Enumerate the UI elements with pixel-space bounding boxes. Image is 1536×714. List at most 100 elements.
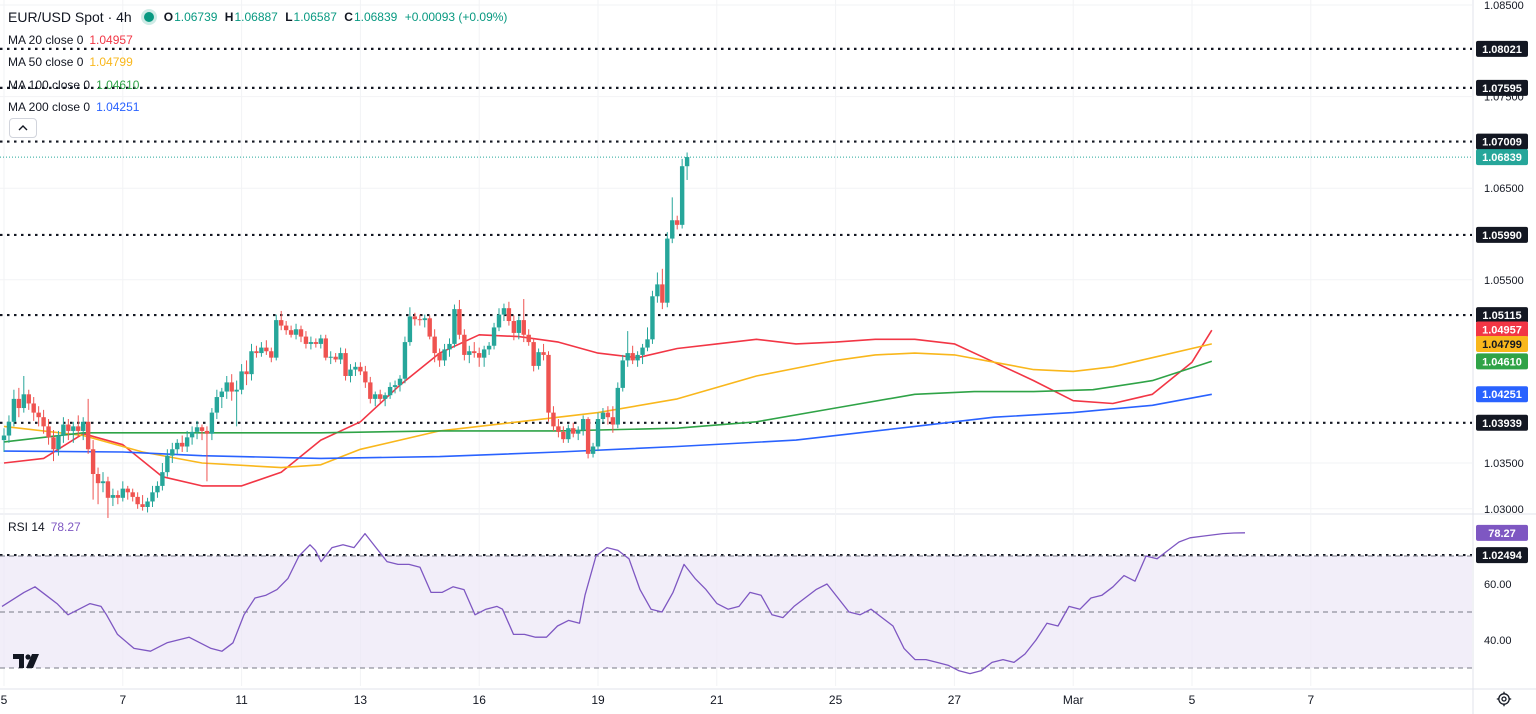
candle [100, 472, 106, 493]
level-axis-label: 1.05115 [1476, 307, 1528, 324]
axis-label-text: 1.02494 [1482, 550, 1523, 562]
symbol-title[interactable]: EUR/USD Spot · 4h [8, 9, 132, 26]
indicator-ma50[interactable]: MA 50 close 0 1.04799 [8, 51, 511, 74]
candle [610, 406, 616, 433]
candle [170, 442, 175, 463]
axis-label-box [1476, 524, 1528, 541]
candle [427, 315, 432, 340]
time-tick-label: 11 [235, 693, 248, 707]
collapse-legend-button[interactable] [9, 118, 37, 138]
candle [472, 342, 477, 358]
candle [115, 490, 121, 505]
candle [373, 391, 378, 407]
candle [382, 392, 388, 407]
candle [125, 485, 130, 500]
axis-label-box [1476, 149, 1528, 166]
candle-body [620, 360, 625, 388]
candle-body [160, 472, 165, 486]
last-price-axis-label: 1.06839 [1476, 149, 1528, 166]
indicator-label: MA 20 close 0 [8, 32, 84, 47]
candle [343, 348, 348, 381]
indicator-ma100[interactable]: MA 100 close 0 1.04610 [8, 74, 511, 97]
chevron-up-icon [18, 125, 28, 131]
candle [442, 343, 447, 366]
candle [625, 331, 630, 367]
axis-label-text: 78.27 [1488, 528, 1516, 540]
candle-body [457, 309, 462, 335]
candle-body [472, 351, 477, 354]
candle [462, 329, 467, 361]
candle-body [501, 308, 507, 315]
candle [551, 406, 556, 431]
candle [264, 340, 269, 355]
candle [76, 415, 81, 438]
indicator-ma200[interactable]: MA 200 close 0 1.04251 [8, 96, 511, 119]
candle-body [412, 316, 418, 320]
candle-body [259, 347, 264, 354]
candle [90, 440, 96, 500]
candle [353, 362, 358, 376]
ohlc-values: O1.06739 H1.06887 L1.06587 C1.06839 +0.0… [164, 10, 512, 24]
candle-body [61, 424, 66, 436]
candle-body [76, 426, 81, 431]
candle-body [417, 319, 422, 321]
candle-body [184, 437, 190, 447]
legend: EUR/USD Spot · 4h O1.06739 H1.06887 L1.0… [8, 6, 511, 119]
candle [31, 397, 36, 421]
candle [175, 439, 180, 454]
candle [274, 314, 279, 361]
candle [81, 417, 86, 441]
candle [536, 348, 541, 370]
candle-body [422, 318, 427, 321]
candle-body [521, 320, 526, 335]
candle-body [541, 352, 546, 355]
candle [595, 412, 601, 452]
candle-body [442, 349, 447, 361]
level-axis-label: 1.07595 [1476, 79, 1528, 96]
indicator-value: 1.04610 [96, 77, 140, 92]
axis-label-box [1476, 386, 1528, 403]
candle-body [46, 426, 51, 438]
tradingview-logo-icon[interactable] [13, 652, 41, 670]
candle-body [432, 336, 437, 354]
candle [358, 362, 363, 376]
candle-body [130, 492, 135, 497]
candle-body [31, 403, 36, 413]
candle-body [571, 428, 576, 434]
rsi-legend[interactable]: RSI 14 78.27 [8, 520, 81, 534]
candle [130, 488, 135, 502]
candle-body [293, 329, 299, 335]
candle-body [610, 417, 616, 425]
candle-body [288, 330, 294, 335]
candle-body [378, 394, 383, 399]
level-axis-label: 1.08021 [1476, 40, 1528, 57]
candle-body [234, 389, 239, 392]
ohlc-low: 1.06587 [293, 10, 337, 25]
candle [432, 329, 437, 363]
candle [303, 331, 309, 349]
candle-body [165, 455, 170, 473]
ohlc-close-label: C [344, 10, 353, 25]
candle-body [333, 356, 338, 360]
candle [467, 345, 472, 364]
candle [204, 426, 210, 482]
candle [283, 321, 289, 335]
candle-body [625, 353, 630, 361]
candle [36, 406, 41, 427]
candle-body [437, 353, 442, 361]
candle-body [219, 391, 224, 398]
candle-body [323, 338, 328, 358]
candle [16, 387, 22, 418]
candle-body [348, 369, 353, 376]
candle [402, 336, 408, 384]
indicator-ma20[interactable]: MA 20 close 0 1.04957 [8, 29, 511, 52]
candle-body [516, 320, 521, 333]
candle [259, 342, 264, 357]
candle [51, 430, 56, 462]
gear-icon[interactable] [1496, 691, 1512, 707]
candle-body [343, 353, 348, 376]
candle [150, 485, 155, 507]
candle [531, 338, 536, 372]
price-tick-label: 1.08500 [1484, 0, 1524, 12]
